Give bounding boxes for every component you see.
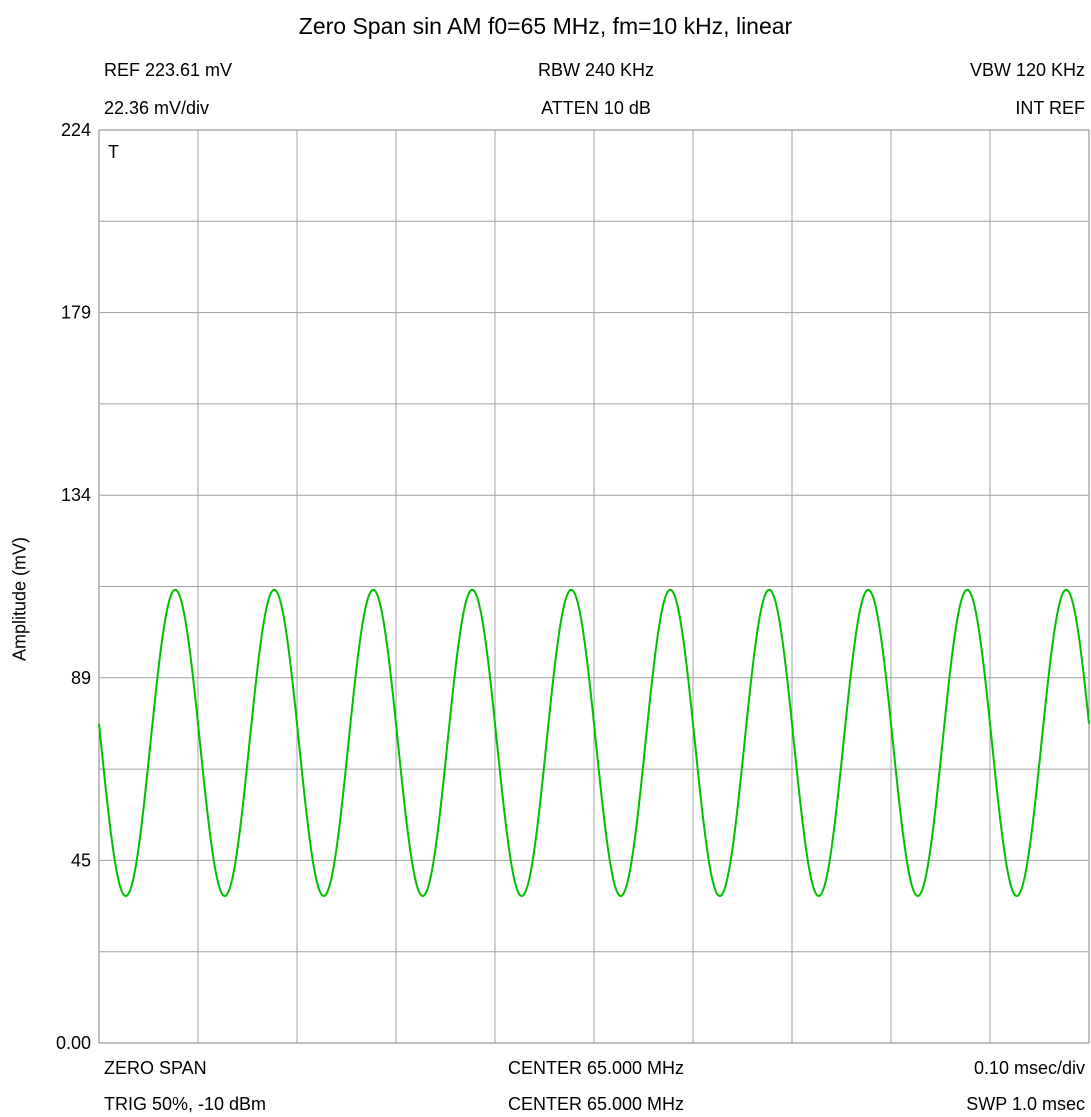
trigger-label: TRIG 50%, -10 dBm bbox=[104, 1094, 267, 1114]
chart-title: Zero Span sin AM f0=65 MHz, fm=10 kHz, l… bbox=[298, 13, 793, 39]
y-tick-label: 134 bbox=[61, 485, 91, 505]
trace-layer bbox=[98, 588, 1090, 898]
atten-label: ATTEN 10 dB bbox=[541, 98, 651, 118]
y-tick-label: 89 bbox=[71, 668, 91, 688]
y-tick-label: 0.00 bbox=[56, 1033, 91, 1053]
center-freq-label-2: CENTER 65.000 MHz bbox=[507, 1094, 685, 1114]
sweep-time-label: SWP 1.0 msec bbox=[966, 1094, 1085, 1114]
time-per-div-label: 0.10 msec/div bbox=[973, 1058, 1085, 1078]
span-mode-label: ZERO SPAN bbox=[104, 1058, 207, 1078]
y-tick-label: 45 bbox=[71, 850, 91, 870]
y-tick-label: 179 bbox=[61, 303, 91, 323]
grid bbox=[98, 129, 1090, 1044]
rbw-label: RBW 240 KHz bbox=[537, 60, 655, 80]
ref-source-label: INT REF bbox=[1015, 98, 1085, 118]
y-tick-label: 224 bbox=[61, 120, 91, 140]
vbw-label: VBW 120 KHz bbox=[969, 60, 1085, 80]
ref-level-label: REF 223.61 mV bbox=[104, 60, 233, 80]
center-freq-label: CENTER 65.000 MHz bbox=[507, 1058, 685, 1078]
trace-line bbox=[98, 588, 1090, 898]
y-ticks: 224 179 134 89 45 0.00 bbox=[56, 120, 91, 1053]
scale-per-div-label: 22.36 mV/div bbox=[104, 98, 210, 118]
trigger-marker: T bbox=[108, 142, 119, 162]
